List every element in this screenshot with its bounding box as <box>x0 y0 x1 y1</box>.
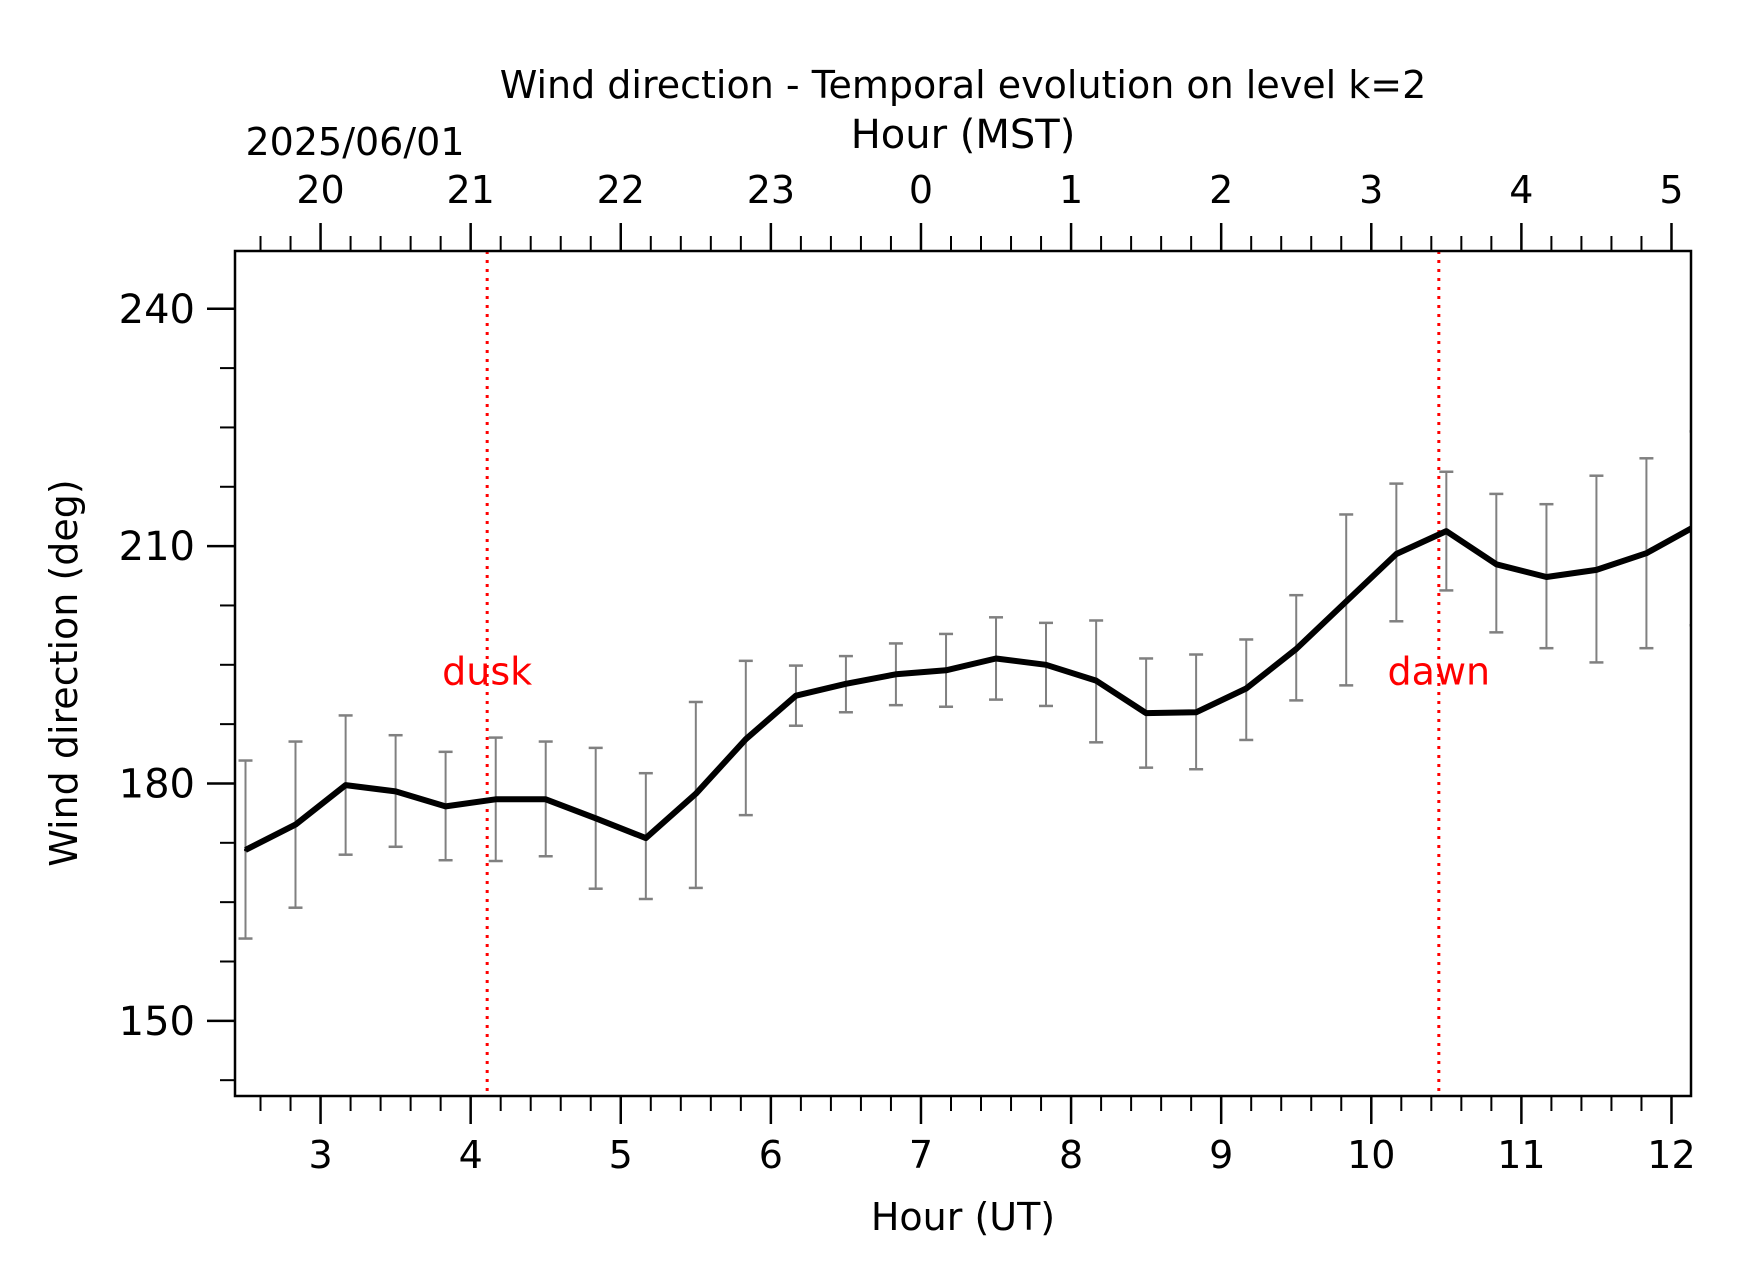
data-point <box>1544 575 1548 579</box>
y-tick-label: 210 <box>119 524 195 570</box>
data-point <box>594 816 598 820</box>
data-point <box>1144 711 1148 715</box>
data-point <box>494 797 498 801</box>
x-tick-label: 7 <box>909 1133 933 1177</box>
x-axis-label: Hour (UT) <box>871 1195 1055 1239</box>
top-tick-label: 4 <box>1509 168 1533 212</box>
data-point <box>1444 529 1448 533</box>
top-axis-date: 2025/06/01 <box>245 120 464 164</box>
data-point <box>844 682 848 686</box>
data-point <box>244 848 248 852</box>
top-tick-label: 23 <box>747 168 795 212</box>
y-axis-label: Wind direction (deg) <box>42 479 86 866</box>
reference-lines: dusk dawn <box>442 251 1490 1096</box>
x-tick-label: 5 <box>609 1133 633 1177</box>
data-point <box>1344 600 1348 604</box>
data-point <box>944 668 948 672</box>
data-point <box>994 656 998 660</box>
x-tick-label: 12 <box>1647 1133 1695 1177</box>
top-tick-label: 1 <box>1059 168 1083 212</box>
x-tick-label: 3 <box>308 1133 332 1177</box>
x-tick-label: 8 <box>1059 1133 1083 1177</box>
y-tick-label: 240 <box>119 287 195 333</box>
plot-frame <box>233 249 1693 1098</box>
data-point <box>344 783 348 787</box>
data-point <box>444 804 448 808</box>
plot-area: dusk dawn <box>233 249 1693 1098</box>
data-point <box>644 836 648 840</box>
chart-title: Wind direction - Temporal evolution on l… <box>500 63 1427 107</box>
data-point <box>1594 568 1598 572</box>
x-tick-label: 9 <box>1209 1133 1233 1177</box>
top-tick-label: 2 <box>1209 168 1233 212</box>
data-point <box>1644 551 1648 555</box>
data-point <box>1244 687 1248 691</box>
top-tick-label: 0 <box>909 168 933 212</box>
x-tick-label: 6 <box>759 1133 783 1177</box>
data-point <box>1044 663 1048 667</box>
data-point <box>544 797 548 801</box>
top-axis-label: Hour (MST) <box>851 112 1076 158</box>
data-point <box>694 792 698 796</box>
top-tick-label: 20 <box>296 168 344 212</box>
data-point <box>394 789 398 793</box>
top-tick-label: 5 <box>1659 168 1683 212</box>
x-tick-label: 4 <box>459 1133 483 1177</box>
data-point <box>794 694 798 698</box>
data-point <box>1194 710 1198 714</box>
data-point <box>1394 552 1398 556</box>
data-point <box>1294 647 1298 651</box>
data-point <box>1494 562 1498 566</box>
x-tick-label: 11 <box>1497 1133 1545 1177</box>
data-point <box>744 737 748 741</box>
annotation-label-dusk: dusk <box>442 650 532 694</box>
top-tick-label: 22 <box>597 168 645 212</box>
series-layer <box>244 525 1691 853</box>
annotation-label-dawn: dawn <box>1388 650 1491 694</box>
data-point <box>1094 679 1098 683</box>
series-line-0 <box>244 525 1691 853</box>
y-tick-label: 180 <box>119 761 195 807</box>
x-tick-label: 10 <box>1347 1133 1395 1177</box>
data-point <box>894 672 898 676</box>
top-tick-label: 3 <box>1359 168 1383 212</box>
data-point <box>293 823 297 827</box>
y-tick-label: 150 <box>119 999 195 1045</box>
top-tick-label: 21 <box>446 168 494 212</box>
